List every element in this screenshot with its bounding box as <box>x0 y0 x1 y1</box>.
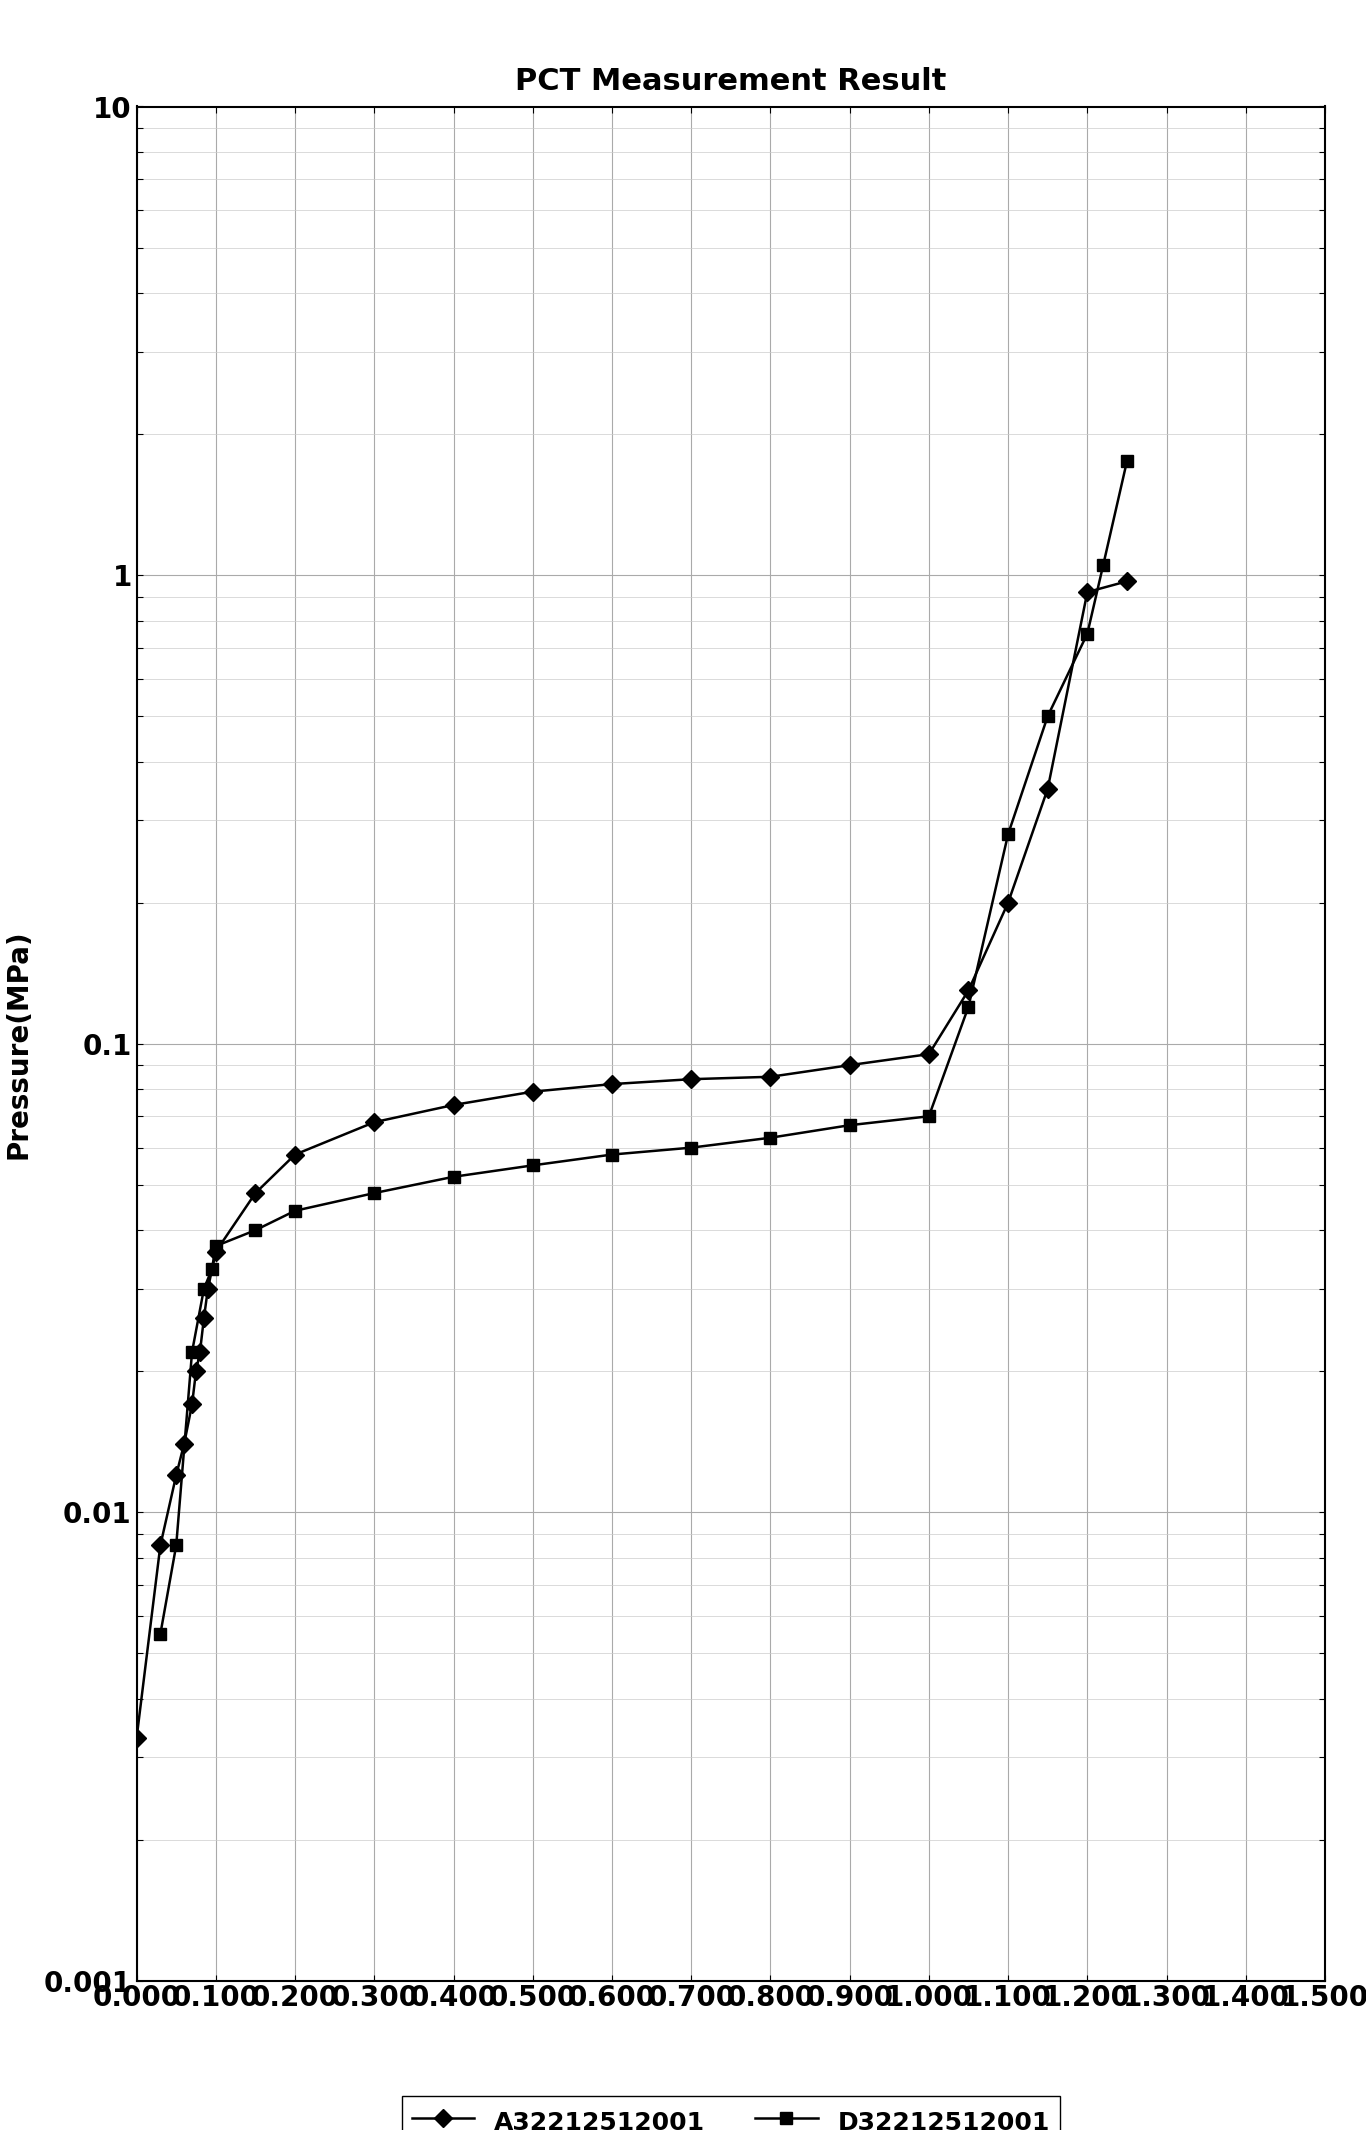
D32212512001 <box>683 1135 699 1161</box>
Line: D32212512001: D32212512001 <box>154 456 1134 1640</box>
D32212512001 <box>1119 449 1135 475</box>
A32212512001 <box>1000 890 1016 916</box>
A32212512001 <box>1040 775 1056 801</box>
D32212512001 <box>445 1163 462 1189</box>
D32212512001 <box>1096 552 1112 577</box>
Y-axis label: Pressure(MPa): Pressure(MPa) <box>4 929 33 1159</box>
A32212512001 <box>445 1093 462 1118</box>
A32212512001 <box>960 978 977 1003</box>
A32212512001 <box>683 1067 699 1093</box>
A32212512001 <box>247 1180 264 1206</box>
D32212512001 <box>204 1257 220 1282</box>
D32212512001 <box>762 1125 779 1150</box>
D32212512001 <box>921 1103 937 1129</box>
A32212512001 <box>187 1359 205 1384</box>
D32212512001 <box>168 1534 184 1559</box>
D32212512001 <box>841 1112 858 1137</box>
D32212512001 <box>525 1152 541 1178</box>
D32212512001 <box>184 1340 201 1365</box>
A32212512001 <box>762 1065 779 1091</box>
A32212512001 <box>525 1080 541 1105</box>
A32212512001 <box>128 1725 145 1751</box>
A32212512001 <box>176 1431 193 1457</box>
Title: PCT Measurement Result: PCT Measurement Result <box>515 66 947 96</box>
D32212512001 <box>208 1233 224 1259</box>
Line: A32212512001: A32212512001 <box>130 575 1134 1744</box>
A32212512001 <box>1079 579 1096 605</box>
D32212512001 <box>960 995 977 1020</box>
D32212512001 <box>1040 703 1056 728</box>
D32212512001 <box>195 1276 212 1301</box>
A32212512001 <box>199 1276 216 1301</box>
A32212512001 <box>366 1110 382 1135</box>
D32212512001 <box>1000 822 1016 848</box>
A32212512001 <box>604 1071 620 1097</box>
A32212512001 <box>208 1240 224 1265</box>
D32212512001 <box>366 1180 382 1206</box>
A32212512001 <box>1119 569 1135 594</box>
Legend: A32212512001, D32212512001: A32212512001, D32212512001 <box>402 2096 1060 2130</box>
A32212512001 <box>184 1391 201 1416</box>
A32212512001 <box>287 1142 303 1167</box>
D32212512001 <box>287 1197 303 1223</box>
D32212512001 <box>1079 620 1096 645</box>
D32212512001 <box>604 1142 620 1167</box>
D32212512001 <box>247 1218 264 1244</box>
A32212512001 <box>195 1306 212 1331</box>
A32212512001 <box>152 1534 168 1559</box>
D32212512001 <box>152 1621 168 1646</box>
A32212512001 <box>921 1042 937 1067</box>
A32212512001 <box>168 1463 184 1489</box>
A32212512001 <box>841 1052 858 1078</box>
A32212512001 <box>191 1340 208 1365</box>
